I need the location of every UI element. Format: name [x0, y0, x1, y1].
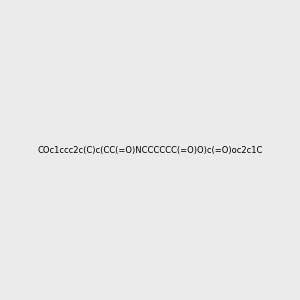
Text: COc1ccc2c(C)c(CC(=O)NCCCCCC(=O)O)c(=O)oc2c1C: COc1ccc2c(C)c(CC(=O)NCCCCCC(=O)O)c(=O)oc… — [37, 146, 263, 154]
